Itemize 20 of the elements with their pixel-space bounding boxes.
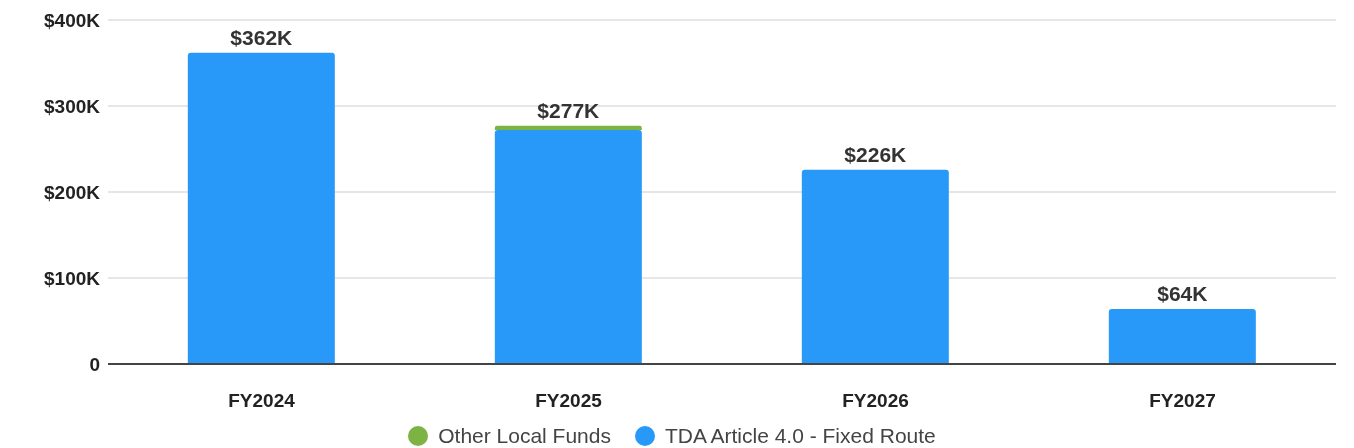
x-tick-label: FY2024 <box>228 390 296 412</box>
bar <box>494 130 642 364</box>
y-tick-label: $300K <box>44 95 101 117</box>
bar <box>187 52 335 364</box>
legend-label: TDA Article 4.0 - Fixed Route <box>664 424 936 448</box>
total-label: $277K <box>537 98 600 122</box>
bar <box>801 169 949 364</box>
y-tick-label: $200K <box>44 181 101 203</box>
y-tick-label: 0 <box>89 353 100 375</box>
bar <box>1108 308 1256 364</box>
y-tick-label: $100K <box>44 267 101 289</box>
x-tick-label: FY2025 <box>535 390 603 412</box>
bar <box>494 125 642 131</box>
x-tick-label: FY2026 <box>842 390 909 412</box>
total-label: $362K <box>230 25 293 49</box>
total-label: $226K <box>844 142 907 166</box>
legend-label: Other Local Funds <box>437 424 611 448</box>
total-label: $64K <box>1157 281 1208 305</box>
y-tick-label: $400K <box>44 9 101 31</box>
x-tick-label: FY2027 <box>1149 390 1216 412</box>
